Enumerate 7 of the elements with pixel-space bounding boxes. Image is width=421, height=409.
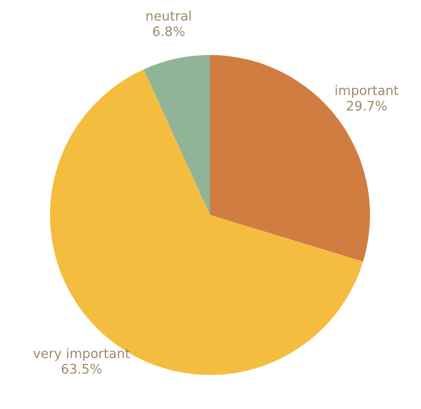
slice-label: important: [334, 84, 399, 99]
slice-label: neutral: [145, 10, 192, 25]
data-label: 6.8%: [152, 25, 186, 40]
data-label: 29.7%: [346, 100, 388, 115]
slice-label: very important: [32, 346, 130, 362]
data-label: 63.5%: [60, 362, 102, 378]
pie-slice: [144, 55, 210, 215]
